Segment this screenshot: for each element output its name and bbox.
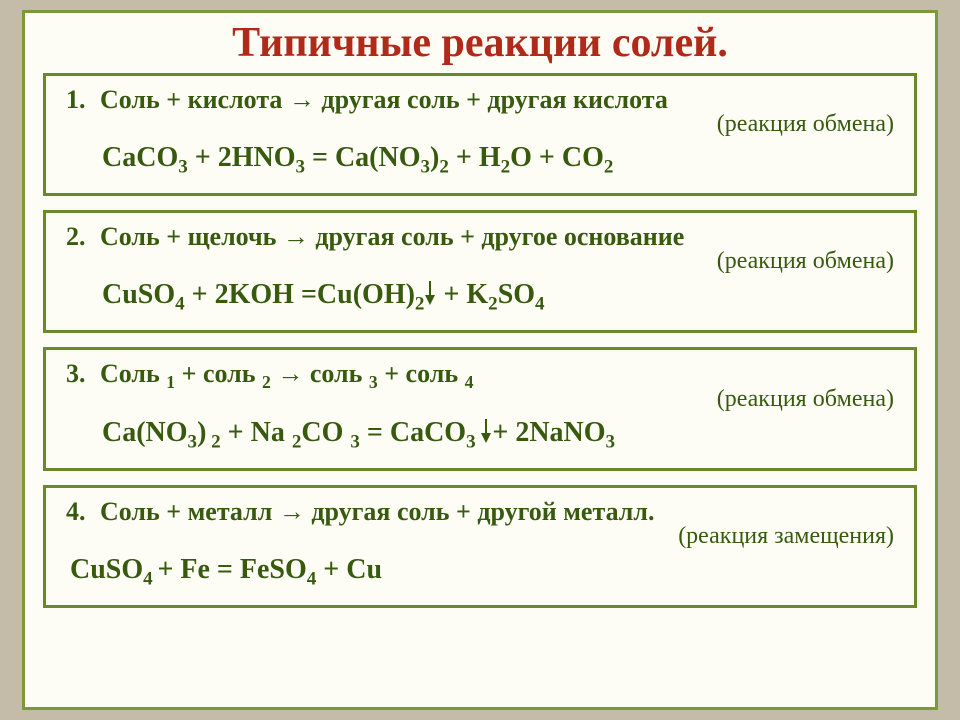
reaction-type: (реакция обмена) xyxy=(66,248,894,275)
reaction-box-2: 2.Соль + щелочь → другая соль + другое о… xyxy=(43,210,917,333)
page-title: Типичные реакции солей. xyxy=(25,19,935,67)
reaction-box-1: 1.Соль + кислота → другая соль + другая … xyxy=(43,73,917,196)
item-number: 4. xyxy=(66,496,100,527)
precipitate-arrow xyxy=(480,419,492,443)
reaction-box-3: 3.Соль 1 + соль 2 → соль 3 + соль 4 (реа… xyxy=(43,347,917,470)
reaction-type: (реакция обмена) xyxy=(66,111,894,138)
reaction-equation: Ca(NO3) 2 + Na 2CO 3 = CaCO3 + 2NaNO3 xyxy=(102,415,894,450)
reaction-equation: CaCO3 + 2HNO3 = Ca(NO3)2 + H2O + CO2 xyxy=(102,140,894,175)
heading-text: Соль 1 + соль 2 → соль 3 + соль 4 xyxy=(100,359,473,388)
reaction-type: (реакция обмена) xyxy=(66,386,894,413)
reaction-box-4: 4.Соль + металл → другая соль + другой м… xyxy=(43,485,917,608)
reaction-equation: CuSO4 + 2KOH =Cu(OH)2 + K2SO4 xyxy=(102,277,894,312)
heading-text: Соль + щелочь → другая соль + другое осн… xyxy=(100,222,684,251)
reaction-type: (реакция замещения) xyxy=(66,523,894,550)
precipitate-arrow xyxy=(424,281,436,305)
heading-text: Соль + кислота → другая соль + другая ки… xyxy=(100,85,668,114)
content-frame: Типичные реакции солей. 1.Соль + кислота… xyxy=(22,10,938,710)
reaction-equation: CuSO4 + Fe = FeSO4 + Cu xyxy=(70,552,894,587)
item-number: 1. xyxy=(66,84,100,115)
item-number: 3. xyxy=(66,358,100,389)
item-number: 2. xyxy=(66,221,100,252)
heading-text: Соль + металл → другая соль + другой мет… xyxy=(100,497,654,526)
